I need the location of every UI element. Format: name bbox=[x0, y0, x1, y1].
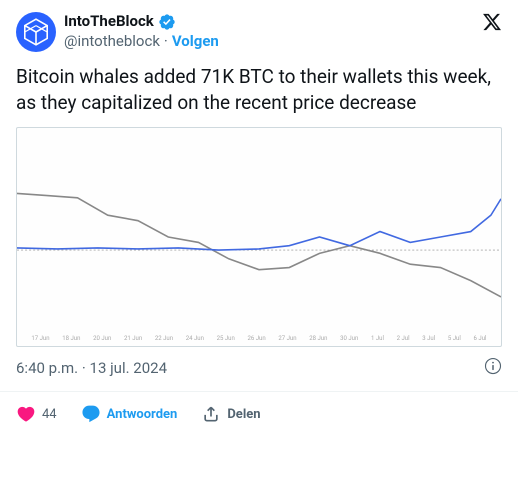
info-icon[interactable] bbox=[484, 357, 502, 379]
xaxis-label: 6 Jul bbox=[474, 335, 487, 342]
tweet-card: IntoTheBlock @intotheblock · Volgen Bitc… bbox=[0, 0, 518, 436]
xaxis-label: 26 Jun bbox=[247, 335, 265, 342]
share-button[interactable]: Delen bbox=[201, 404, 260, 424]
timestamp[interactable]: 6:40 p.m. · 13 jul. 2024 bbox=[16, 359, 167, 377]
avatar[interactable] bbox=[16, 12, 56, 52]
reply-label: Antwoorden bbox=[107, 407, 178, 422]
heart-icon bbox=[16, 404, 36, 424]
actions-bar: 44 Antwoorden Delen bbox=[16, 392, 502, 424]
share-icon bbox=[201, 404, 221, 424]
xaxis-label: 25 Jun bbox=[217, 335, 235, 342]
xaxis-label: 28 Jun bbox=[309, 335, 327, 342]
verified-badge-icon bbox=[158, 13, 176, 31]
chart-image[interactable]: 17 Jun 18 Jun 20 Jun 21 Jun 22 Jun 24 Jun 25 J… bbox=[16, 127, 502, 347]
tweet-text: Bitcoin whales added 71K BTC to their wa… bbox=[16, 64, 502, 115]
xaxis-label: 27 Jun bbox=[278, 335, 296, 342]
xaxis-label: 2 Jul bbox=[397, 335, 410, 342]
chart-series-gray bbox=[17, 194, 501, 298]
follow-link[interactable]: Volgen bbox=[172, 32, 219, 52]
xaxis-label: 5 Jul bbox=[448, 335, 461, 342]
xaxis-label: 3 Jul bbox=[422, 335, 435, 342]
handle-row: @intotheblock · Volgen bbox=[64, 32, 474, 52]
timestamp-row: 6:40 p.m. · 13 jul. 2024 bbox=[16, 357, 502, 379]
reply-button[interactable]: Antwoorden bbox=[81, 404, 178, 424]
chart-series-blue bbox=[17, 199, 501, 250]
like-count: 44 bbox=[42, 407, 57, 422]
separator-dot: · bbox=[164, 32, 168, 52]
xaxis-label: 30 Jun bbox=[340, 335, 358, 342]
xaxis-label: 18 Jun bbox=[62, 335, 80, 342]
xaxis-label: 22 Jun bbox=[155, 335, 173, 342]
share-label: Delen bbox=[227, 407, 260, 422]
xaxis-label: 24 Jun bbox=[186, 335, 204, 342]
tweet-date: 13 jul. 2024 bbox=[90, 359, 167, 377]
like-button[interactable]: 44 bbox=[16, 404, 57, 424]
profile-info: IntoTheBlock @intotheblock · Volgen bbox=[64, 12, 474, 51]
x-logo-icon[interactable] bbox=[482, 12, 502, 36]
xaxis-label: 20 Jun bbox=[93, 335, 111, 342]
chart-svg bbox=[17, 128, 501, 346]
display-name[interactable]: IntoTheBlock bbox=[64, 12, 154, 32]
avatar-logo-icon bbox=[20, 16, 52, 48]
reply-icon bbox=[81, 404, 101, 424]
xaxis-label: 21 Jun bbox=[124, 335, 142, 342]
xaxis-label: 17 Jun bbox=[31, 335, 49, 342]
name-row: IntoTheBlock bbox=[64, 12, 474, 32]
tweet-header: IntoTheBlock @intotheblock · Volgen bbox=[16, 12, 502, 52]
tweet-time: 6:40 p.m. bbox=[16, 359, 78, 377]
handle[interactable]: @intotheblock bbox=[64, 32, 160, 52]
timestamp-separator: · bbox=[78, 359, 89, 377]
xaxis-label: 1 Jul bbox=[371, 335, 384, 342]
chart-xaxis-labels: 17 Jun 18 Jun 20 Jun 21 Jun 22 Jun 24 Jun 25 J… bbox=[17, 335, 501, 342]
